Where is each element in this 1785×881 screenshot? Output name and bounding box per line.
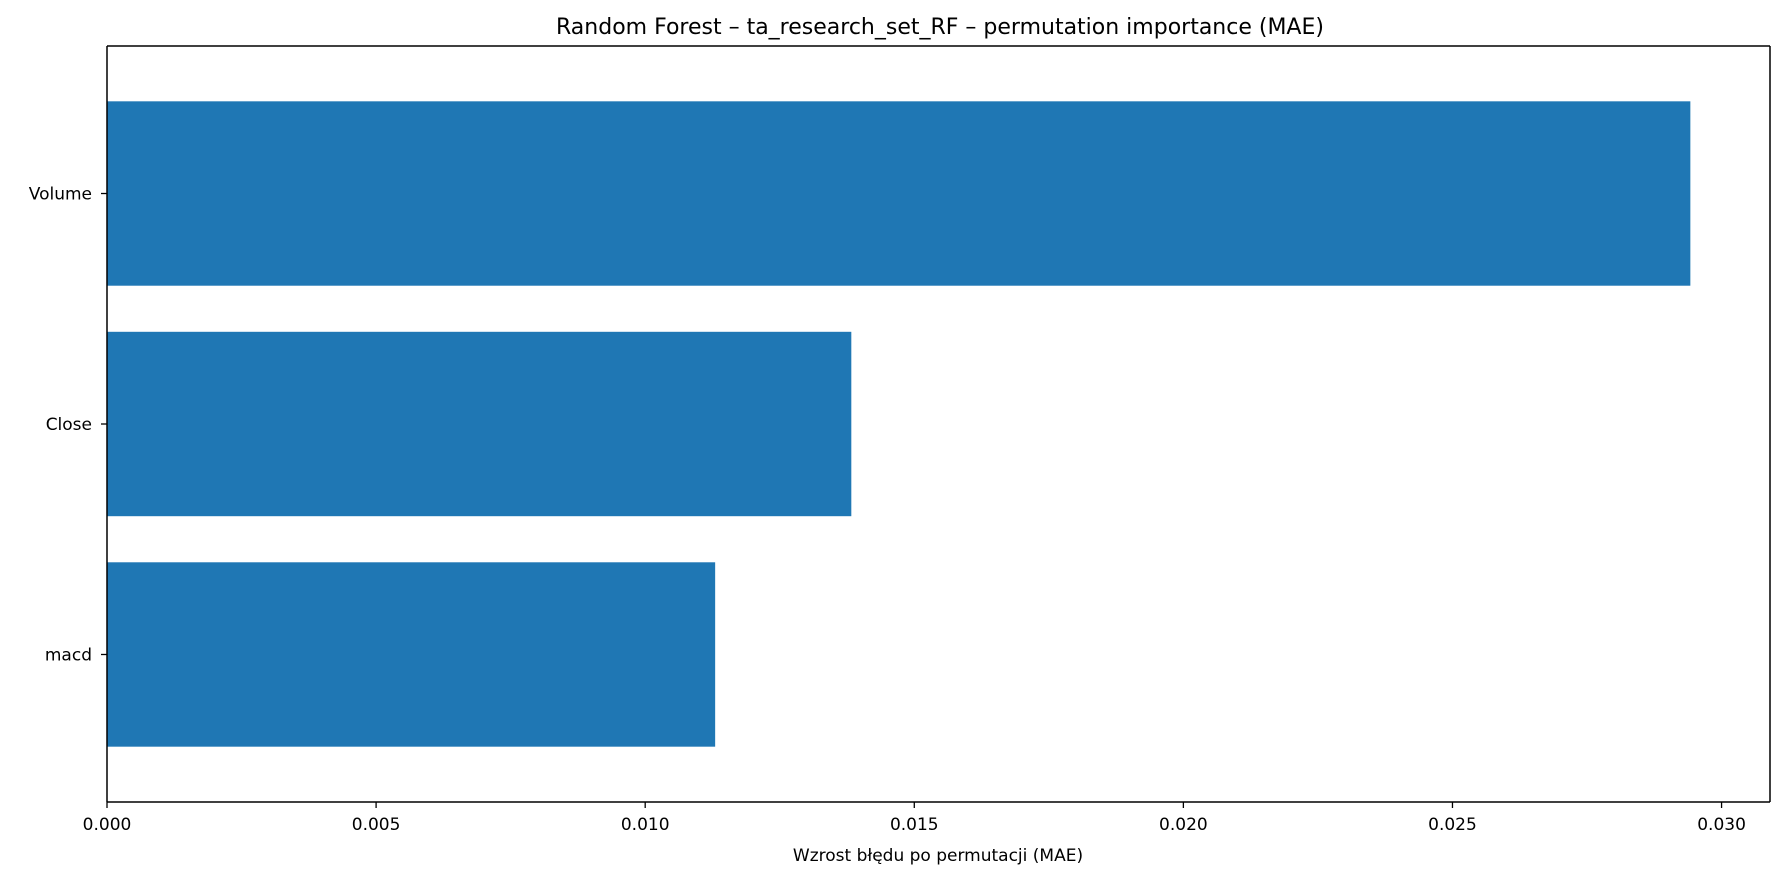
bar-close <box>107 331 852 517</box>
y-tick-label: macd <box>45 645 92 665</box>
x-tick-label: 0.025 <box>1428 815 1477 835</box>
x-tick-label: 0.000 <box>83 815 132 835</box>
bar-volume <box>107 101 1691 286</box>
y-tick-label: Volume <box>29 185 92 205</box>
bar-macd <box>107 562 716 747</box>
x-tick-label: 0.015 <box>890 815 939 835</box>
x-tick-label: 0.030 <box>1697 815 1746 835</box>
y-tick-label: Close <box>46 415 92 435</box>
x-tick-label: 0.005 <box>352 815 401 835</box>
y-ticks-group: Volume Close macd <box>29 185 107 665</box>
x-axis-label: Wzrost błędu po permutacji (MAE) <box>793 846 1083 866</box>
chart-title: Random Forest – ta_research_set_RF – per… <box>556 15 1324 40</box>
x-tick-label: 0.020 <box>1159 815 1208 835</box>
x-tick-label: 0.010 <box>621 815 670 835</box>
bars-group <box>107 101 1691 747</box>
x-ticks-group: 0.000 0.005 0.010 0.015 0.020 0.025 0.030 <box>83 802 1746 835</box>
